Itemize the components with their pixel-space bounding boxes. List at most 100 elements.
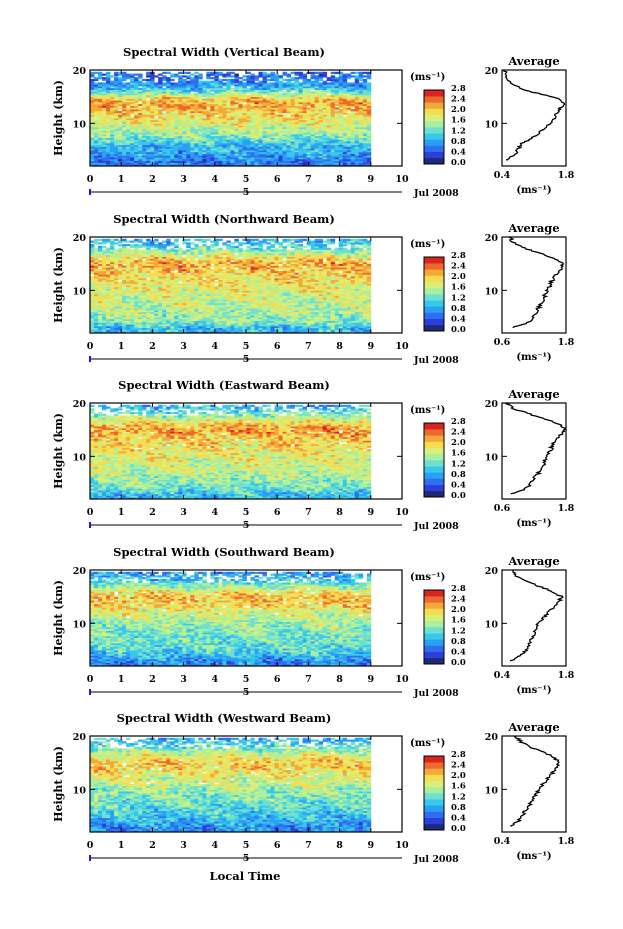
heatmap-cell	[306, 311, 312, 314]
heatmap-cell	[90, 141, 95, 144]
heatmap-cell	[174, 134, 179, 137]
heatmap-cell	[122, 86, 127, 89]
heatmap-cell	[350, 324, 356, 327]
heatmap-cell	[234, 135, 239, 138]
heatmap-cell	[318, 162, 324, 165]
heatmap-cell	[358, 116, 364, 119]
heatmap-cell	[102, 116, 107, 119]
heatmap-cell	[330, 160, 336, 163]
heatmap-cell	[250, 331, 255, 334]
heatmap-cell	[166, 331, 171, 334]
date-label: Jul 2008	[413, 188, 459, 199]
heatmap-cell	[298, 142, 303, 146]
heatmap-cell	[142, 146, 147, 149]
heatmap-cell	[366, 155, 372, 158]
heatmap-cell	[90, 78, 95, 82]
heatmap-cell	[306, 324, 312, 327]
heatmap-cell	[294, 87, 299, 90]
heatmap-cell	[214, 84, 219, 87]
heatmap-cell	[106, 96, 111, 99]
heatmap-cell	[266, 306, 271, 309]
heatmap-cell	[190, 153, 195, 156]
heatmap-cell	[366, 116, 372, 119]
heatmap-cell	[230, 327, 235, 330]
heatmap-cell	[238, 309, 243, 313]
heatmap-cell	[282, 322, 287, 325]
heatmap-cell	[126, 130, 131, 133]
heatmap-cell	[114, 96, 119, 99]
heatmap-cell	[282, 102, 287, 105]
heatmap-cell	[342, 313, 348, 316]
heatmap-cell	[110, 158, 115, 162]
heatmap-cell	[142, 89, 147, 92]
heatmap-cell	[322, 116, 328, 119]
heatmap-cell	[262, 112, 267, 115]
heatmap-cell	[282, 164, 287, 167]
heatmap-cell	[110, 137, 115, 140]
heatmap-cell	[322, 331, 328, 334]
heatmap-cell	[266, 158, 271, 162]
heatmap-cell	[98, 327, 103, 330]
heatmap-cell	[282, 105, 287, 108]
heatmap-cell	[346, 128, 352, 131]
heatmap-cell	[122, 150, 127, 153]
heatmap-cell	[166, 135, 171, 138]
heatmap-cell	[98, 329, 103, 332]
heatmap-cell	[254, 87, 259, 90]
heatmap-cell	[278, 105, 283, 108]
heatmap-cell	[138, 150, 143, 153]
heatmap-cell	[318, 125, 324, 128]
heatmap-cell	[150, 311, 155, 314]
heatmap-cell	[146, 164, 151, 167]
heatmap-cell	[238, 93, 243, 96]
heatmap-cell	[350, 318, 356, 321]
heatmap-cell	[90, 148, 95, 151]
heatmap-cell	[290, 135, 295, 138]
heatmap-cell	[170, 142, 175, 146]
panel-1: Spectral Width (Vertical Beam)0 1 2 3 4 5 6 7 8 9…	[52, 45, 575, 199]
heatmap-cell	[366, 144, 372, 147]
heatmap-cell	[338, 160, 344, 163]
heatmap-cell	[90, 309, 95, 313]
heatmap-cell	[346, 112, 352, 115]
heatmap-cell	[254, 162, 259, 165]
heatmap-cell	[178, 144, 183, 147]
heatmap-cell	[122, 142, 127, 146]
heatmap-cell	[366, 109, 372, 112]
heatmap-cell	[130, 153, 135, 156]
heatmap-cell	[98, 125, 103, 128]
heatmap-cell	[234, 162, 239, 165]
profile-line	[502, 69, 566, 161]
heatmap-cell	[130, 112, 135, 115]
heatmap-cell	[190, 107, 195, 110]
heatmap-cell	[226, 322, 231, 325]
heatmap-cell	[130, 82, 135, 85]
heatmap-cell	[234, 132, 239, 135]
heatmap-cell	[282, 84, 287, 87]
heatmap-cell	[174, 320, 179, 323]
heatmap-cell	[158, 126, 163, 130]
heatmap-cell	[174, 153, 179, 156]
heatmap-cell	[218, 134, 223, 137]
heatmap-cell	[138, 306, 143, 309]
heatmap-cell	[190, 162, 195, 165]
heatmap-cell	[222, 150, 227, 153]
heatmap-cell	[186, 126, 191, 130]
heatmap-cell	[366, 91, 372, 94]
heatmap-cell	[326, 86, 332, 89]
heatmap-cell	[366, 148, 372, 151]
heatmap-cell	[262, 320, 267, 323]
heatmap-cell	[334, 155, 340, 158]
heatmap-cell	[278, 148, 283, 151]
heatmap-cell	[142, 86, 147, 89]
heatmap-cell	[286, 94, 291, 98]
heatmap-cell	[90, 160, 95, 163]
heatmap-cell	[254, 119, 259, 122]
heatmap-cell	[182, 84, 187, 87]
heatmap-cell	[162, 144, 167, 147]
heatmap-cell	[106, 125, 111, 128]
heatmap-cell	[178, 118, 183, 121]
heatmap-cell	[158, 327, 163, 330]
heatmap-cell	[310, 96, 316, 99]
heatmap-cell	[310, 137, 316, 140]
